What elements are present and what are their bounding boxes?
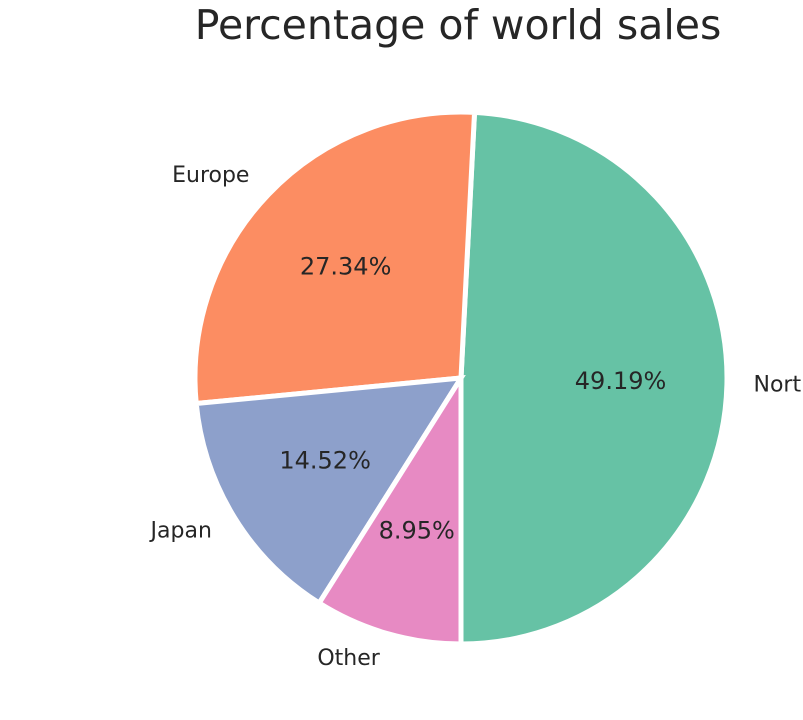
pie-slice-japan	[193, 375, 466, 607]
percent-label-north-america: 49.19%	[575, 367, 667, 395]
percent-label-europe: 27.34%	[300, 253, 392, 281]
percent-label-japan: 14.52%	[279, 447, 371, 475]
chart-title: Percentage of world sales	[195, 1, 722, 49]
pie-slices	[192, 109, 730, 647]
pie-slice-other	[315, 369, 464, 647]
slice-label-other: Other	[317, 646, 380, 671]
slice-label-japan: Japan	[149, 519, 212, 544]
pie-slice-north-america	[458, 109, 730, 647]
pie-labels: North America 49.19% Europe 27.34% Japan 14.5…	[149, 163, 803, 671]
slice-label-north-america: North America	[754, 372, 803, 397]
pie-slice-europe	[192, 109, 478, 407]
slice-label-europe: Europe	[172, 163, 249, 188]
percent-label-other: 8.95%	[379, 516, 455, 544]
